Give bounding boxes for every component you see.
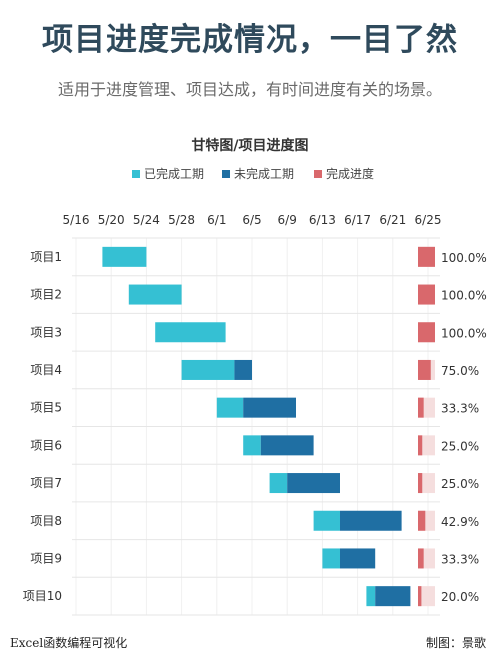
task-label: 项目7 <box>30 476 62 490</box>
remaining-bar-5 <box>243 397 296 418</box>
done-bar-7 <box>269 473 288 494</box>
legend-label-3: 完成进度 <box>326 166 374 181</box>
remaining-bar-10 <box>375 586 411 607</box>
remaining-bar-4 <box>234 359 252 380</box>
task-label: 项目3 <box>30 325 62 339</box>
remaining-bar-9 <box>340 548 376 569</box>
done-bar-2 <box>128 284 182 305</box>
done-bar-6 <box>243 435 261 456</box>
task-label: 项目9 <box>30 551 62 565</box>
progress-fill-7 <box>418 473 423 494</box>
progress-fill-8 <box>418 510 426 531</box>
progress-value: 33.3% <box>441 552 479 566</box>
progress-value: 100.0% <box>441 326 487 340</box>
task-label: 项目5 <box>30 401 62 415</box>
footer-source: Excel函数编程可视化 <box>10 636 128 650</box>
footer-author: 制图：景歌 <box>425 636 486 650</box>
task-label: 项目2 <box>30 288 62 302</box>
progress-value: 25.0% <box>441 439 479 453</box>
progress-fill-2 <box>418 284 435 305</box>
progress-fill-5 <box>418 397 424 418</box>
task-label: 项目6 <box>30 438 62 452</box>
progress-value: 42.9% <box>441 515 479 529</box>
x-tick-label: 6/17 <box>344 213 371 227</box>
legend-swatch-1 <box>132 170 140 178</box>
progress-track-10 <box>418 586 435 607</box>
done-bar-3 <box>155 322 226 343</box>
remaining-bar-6 <box>260 435 314 456</box>
done-bar-1 <box>102 246 147 267</box>
progress-value: 100.0% <box>441 289 487 303</box>
progress-fill-10 <box>418 586 422 607</box>
x-tick-label: 6/5 <box>242 213 261 227</box>
legend-swatch-3 <box>314 170 322 178</box>
progress-value: 33.3% <box>441 402 479 416</box>
x-tick-label: 6/21 <box>379 213 406 227</box>
remaining-bar-8 <box>340 510 402 531</box>
legend-swatch-2 <box>222 170 230 178</box>
progress-value: 25.0% <box>441 477 479 491</box>
x-tick-label: 5/28 <box>168 213 195 227</box>
page-subline: 适用于进度管理、项目达成，有时间进度有关的场景。 <box>57 80 442 99</box>
task-label: 项目1 <box>30 250 62 264</box>
x-tick-label: 5/16 <box>63 213 90 227</box>
progress-value: 75.0% <box>441 364 479 378</box>
remaining-bar-7 <box>287 473 340 494</box>
progress-fill-9 <box>418 548 424 569</box>
x-tick-label: 5/24 <box>133 213 160 227</box>
task-label: 项目8 <box>30 514 62 528</box>
done-bar-5 <box>216 397 244 418</box>
x-tick-label: 5/20 <box>98 213 125 227</box>
x-tick-label: 6/13 <box>309 213 336 227</box>
progress-fill-4 <box>418 359 431 380</box>
task-label: 项目10 <box>23 589 62 603</box>
legend-label-2: 未完成工期 <box>234 166 294 181</box>
progress-value: 100.0% <box>441 251 487 265</box>
done-bar-9 <box>322 548 340 569</box>
progress-fill-1 <box>418 246 435 267</box>
chart-title: 甘特图/项目进度图 <box>191 137 308 154</box>
done-bar-10 <box>366 586 376 607</box>
x-tick-label: 6/1 <box>207 213 226 227</box>
progress-fill-3 <box>418 322 435 343</box>
page-headline: 项目进度完成情况，一目了然 <box>42 22 458 58</box>
x-tick-label: 6/9 <box>278 213 297 227</box>
done-bar-8 <box>313 510 340 531</box>
progress-fill-6 <box>418 435 423 456</box>
x-tick-label: 6/25 <box>415 213 442 227</box>
legend-label-1: 已完成工期 <box>144 166 204 181</box>
done-bar-4 <box>181 359 235 380</box>
task-label: 项目4 <box>30 363 62 377</box>
progress-value: 20.0% <box>441 590 479 604</box>
